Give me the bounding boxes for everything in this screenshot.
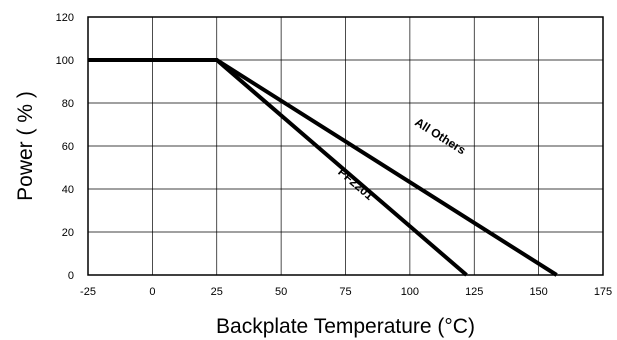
- y-tick-label: 100: [56, 55, 74, 67]
- x-tick-label: 175: [594, 286, 612, 298]
- x-tick-label: -25: [80, 286, 96, 298]
- x-axis-title: Backplate Temperature (°C): [216, 315, 475, 338]
- y-tick-label: 40: [62, 184, 74, 196]
- series-line-pf2201: [88, 58, 468, 277]
- x-tick-label: 25: [211, 286, 223, 298]
- x-tick-label: 150: [529, 286, 547, 298]
- series-line-all-others: [88, 58, 558, 277]
- grid: [88, 17, 603, 275]
- y-tick-label: 120: [56, 12, 74, 24]
- y-tick-label: 60: [62, 141, 74, 153]
- annotation-label: All Others: [412, 115, 468, 158]
- y-axis-title: Power ( % ): [14, 91, 37, 201]
- x-tick-label: 50: [275, 286, 287, 298]
- series-annotations: All Others PF2201: [335, 115, 468, 203]
- y-tick-label: 0: [68, 270, 74, 282]
- plot-frame: [87, 16, 604, 276]
- series-lines: [88, 58, 558, 277]
- x-tick-label: 75: [339, 286, 351, 298]
- x-tick-labels: -25 0 25 50 75 100 125 150 175: [80, 286, 612, 298]
- y-tick-labels: 0 20 40 60 80 100 120: [56, 12, 74, 282]
- x-tick-label: 0: [149, 286, 155, 298]
- y-tick-label: 20: [62, 227, 74, 239]
- x-tick-label: 125: [465, 286, 483, 298]
- x-tick-label: 100: [401, 286, 419, 298]
- annotation-label: PF2201: [335, 165, 376, 203]
- y-tick-label: 80: [62, 98, 74, 110]
